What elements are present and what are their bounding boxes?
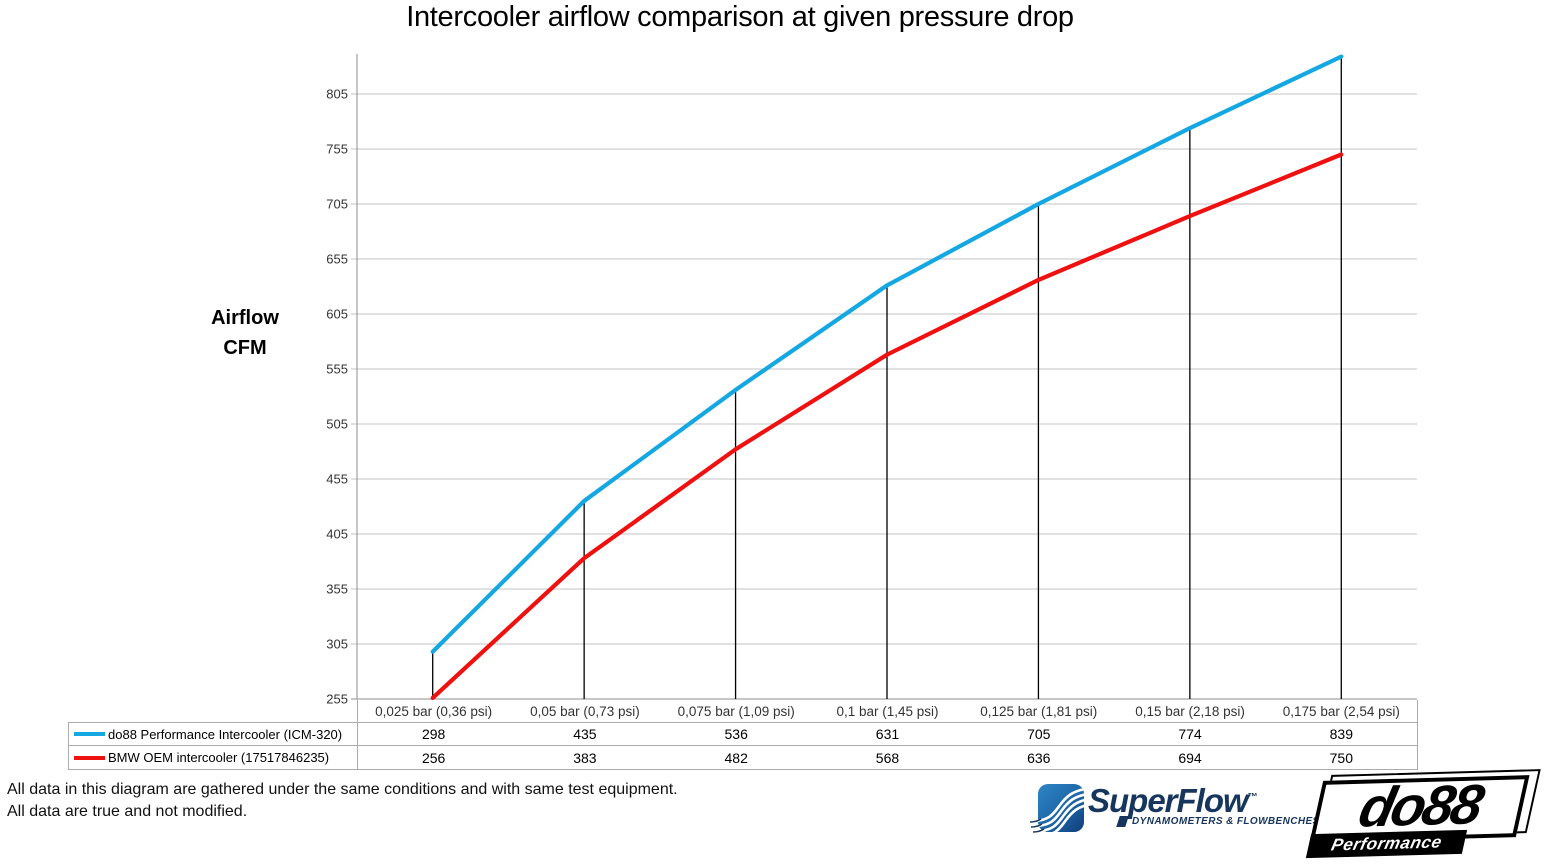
x-axis-category-label: 0,05 bar (0,73 psi) [530,704,640,719]
y-tick-label: 705 [326,197,348,212]
y-tick-label: 655 [326,252,348,267]
superflow-wave-icon [1030,784,1084,833]
footer-disclaimer: All data in this diagram are gathered un… [7,779,678,823]
y-tick-label: 405 [326,527,348,542]
do88-performance-bar: Performance [1305,829,1468,859]
y-tick-label: 505 [326,417,348,432]
value-cell: 298 [421,726,446,742]
value-cell: 774 [1178,726,1202,742]
y-tick-label: 805 [326,87,348,102]
y-axis-title: Airflow CFM [170,303,320,363]
y-axis-title-line2: CFM [223,337,267,359]
x-axis-category-row: 0,025 bar (0,36 psi) 0,05 bar (0,73 psi) 0… [357,700,1418,722]
y-tick-label: 455 [326,472,348,487]
series-line [430,152,1344,701]
value-cell: 705 [1027,726,1051,742]
value-cell: 435 [573,726,597,742]
series-line [430,54,1344,654]
y-tick-label: 755 [326,142,348,157]
superflow-tagline: DYNAMOMETERS & FLOWBENCHES [1116,816,1320,827]
value-cell: 383 [573,749,597,766]
y-axis-title-line1: Airflow [211,307,279,329]
do88-logo: do88 Performance [1305,769,1543,862]
value-cell: 631 [875,726,900,742]
value-cell: 636 [1027,749,1051,766]
value-cell: 536 [724,726,748,742]
value-cell: 694 [1178,749,1202,766]
y-tick-label: 555 [326,362,348,377]
superflow-wordmark: SuperFlow™ [1088,782,1258,819]
value-cell: 256 [421,749,446,766]
y-tick-label: 355 [326,582,348,597]
legend-line-swatch [74,732,105,736]
superflow-logo: SuperFlow™ DYNAMOMETERS & FLOWBENCHES [1030,782,1319,838]
y-tick-label: 605 [326,307,348,322]
value-cell: 839 [1329,726,1353,742]
x-axis-category-label: 0,175 bar (2,54 psi) [1282,704,1400,719]
data-table: do88 Performance Intercooler (ICM-320) 29… [68,722,1418,770]
legend-line-swatch [74,755,105,760]
footer-line1: All data in this diagram are gathered un… [7,781,678,798]
x-axis-category-label: 0,1 bar (1,45 psi) [836,704,939,719]
x-axis-category-label: 0,125 bar (1,81 psi) [980,704,1098,719]
value-cell: 750 [1329,749,1353,766]
value-cell: 568 [875,749,900,766]
chart-title: Intercooler airflow comparison at given … [406,1,1074,33]
tagline-block-icon [1116,816,1129,827]
trademark-symbol: ™ [1247,792,1258,803]
y-tick-label: 305 [326,637,348,652]
series-name: do88 Performance Intercooler (ICM-320) [108,726,343,742]
x-axis-category-label: 0,025 bar (0,36 psi) [375,704,493,719]
legend-cell: do88 Performance Intercooler (ICM-320) [69,723,358,745]
y-tick-label: 255 [326,692,348,707]
table-row: do88 Performance Intercooler (ICM-320) 29… [69,723,1417,746]
table-row: BMW OEM intercooler (17517846235) 256 383 4… [69,746,1417,769]
x-axis-category-label: 0,075 bar (1,09 psi) [677,704,795,719]
footer-line2: All data are true and not modified. [7,803,248,820]
series-name: BMW OEM intercooler (17517846235) [108,750,330,765]
x-axis-category-label: 0,15 bar (2,18 psi) [1135,704,1245,719]
value-cell: 482 [724,749,748,766]
legend-cell: BMW OEM intercooler (17517846235) [69,746,358,769]
